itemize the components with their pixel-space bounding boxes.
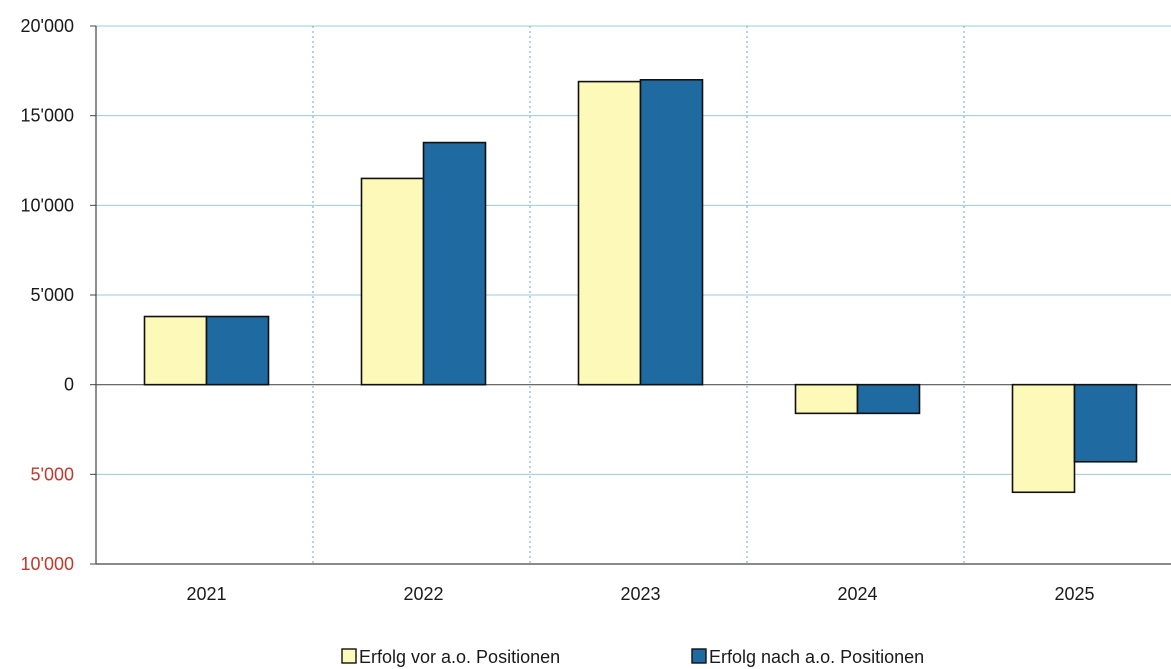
bar-2023-series-1 [577,80,642,386]
bar-2021-series-1 [143,315,208,386]
y-tick-label: 5'000 [31,285,74,305]
bar-2024-series-1 [794,383,859,415]
bars [143,79,1138,494]
legend-swatch-series-1 [341,648,357,664]
x-tick-label: 2021 [186,584,226,604]
bar-2024-series-2 [856,383,921,415]
y-tick-label: 20'000 [21,16,75,36]
bar-2023-series-2 [639,79,704,386]
y-tick-label: 0 [64,375,74,395]
legend-label-series-1: Erfolg vor a.o. Positionen [359,647,560,667]
bar-2022-series-2 [422,141,487,386]
legend-swatch-series-2 [691,648,707,664]
bar-2025-series-1 [1011,383,1076,494]
bar-2022-series-1 [360,177,425,386]
bar-2025-series-2 [1073,383,1138,463]
tick-labels: 20'000 15'000 10'000 5'000 0 5'000 10'000 2021 2… [21,16,1095,604]
x-tick-label: 2023 [620,584,660,604]
y-tick-label: 5'000 [31,464,74,484]
bar-2021-series-2 [205,315,270,386]
y-tick-label: 15'000 [21,106,75,126]
y-tick-label: 10'000 [21,554,75,574]
x-tick-label: 2022 [403,584,443,604]
x-tick-label: 2024 [837,584,877,604]
legend-label-series-2: Erfolg nach a.o. Positionen [709,647,924,667]
y-tick-label: 10'000 [21,195,75,215]
x-tick-label: 2025 [1054,584,1094,604]
legend: Erfolg vor a.o. Positionen Erfolg nach a.… [341,647,924,667]
